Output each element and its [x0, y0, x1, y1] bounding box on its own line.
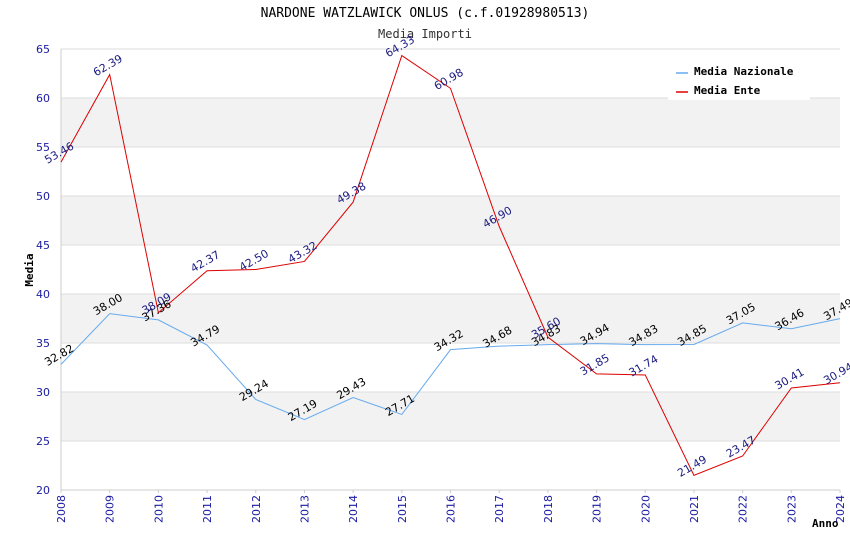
y-tick-label: 35 [36, 337, 50, 350]
y-tick-label: 55 [36, 141, 50, 154]
x-tick-label: 2011 [201, 495, 214, 523]
x-tick-label: 2008 [55, 495, 68, 523]
gridlines [61, 48, 840, 491]
x-tick-label: 2024 [834, 495, 847, 523]
x-tick-label: 2012 [250, 495, 263, 523]
y-tick-label: 25 [36, 435, 50, 448]
y-tick-label: 50 [36, 190, 50, 203]
x-tick-label: 2013 [298, 495, 311, 523]
data-label: 21.49 [675, 453, 709, 480]
x-tick-label: 2021 [688, 495, 701, 523]
data-label: 60.98 [432, 66, 466, 93]
y-axis-label: Media [23, 253, 36, 286]
legend-label-media-nazionale: Media Nazionale [694, 65, 794, 78]
background-bands [61, 98, 840, 441]
x-tick-label: 2018 [542, 495, 555, 523]
chart-title: NARDONE WATZLAWICK ONLUS (c.f.0192898051… [260, 6, 590, 21]
x-tick-label: 2022 [737, 495, 750, 523]
series-line-media-ente [60, 54, 841, 477]
data-label: 64.33 [383, 33, 417, 60]
grid-band [61, 392, 840, 441]
x-tick-label: 2017 [493, 495, 506, 523]
x-tick-label: 2023 [785, 495, 798, 523]
series-line-media-nazionale [60, 313, 841, 421]
x-tick-labels: 2008 2009 2010 2011 2012 2013 2014 2015 2016 2017… [55, 495, 847, 523]
y-tick-label: 60 [36, 92, 50, 105]
data-label: 62.39 [91, 52, 125, 79]
y-tick-label: 65 [36, 43, 50, 56]
axes [60, 49, 841, 493]
x-tick-label: 2020 [639, 495, 652, 523]
y-tick-label: 20 [36, 484, 50, 497]
x-tick-label: 2019 [591, 495, 604, 523]
x-tick-label: 2015 [396, 495, 409, 523]
y-tick-label: 30 [36, 386, 50, 399]
x-tick-label: 2014 [347, 495, 360, 523]
y-tick-label: 45 [36, 239, 50, 252]
grid-band [61, 98, 840, 147]
chart-subtitle: Media Importi [378, 27, 472, 41]
legend-box [668, 60, 810, 100]
legend-label-media-ente: Media Ente [694, 84, 761, 97]
x-axis-label: Anno [812, 517, 839, 530]
y-tick-label: 40 [36, 288, 50, 301]
series-lines [60, 54, 841, 477]
grid-band [61, 196, 840, 245]
legend: Media Nazionale Media Ente [668, 60, 810, 100]
x-tick-label: 2016 [445, 495, 458, 523]
data-label: 42.37 [188, 248, 222, 275]
grid-band [61, 294, 840, 343]
x-tick-label: 2010 [152, 495, 165, 523]
data-label: 30.41 [773, 365, 807, 392]
x-tick-label: 2009 [104, 495, 117, 523]
y-tick-labels: 20 25 30 35 40 45 50 55 60 65 [36, 43, 50, 497]
